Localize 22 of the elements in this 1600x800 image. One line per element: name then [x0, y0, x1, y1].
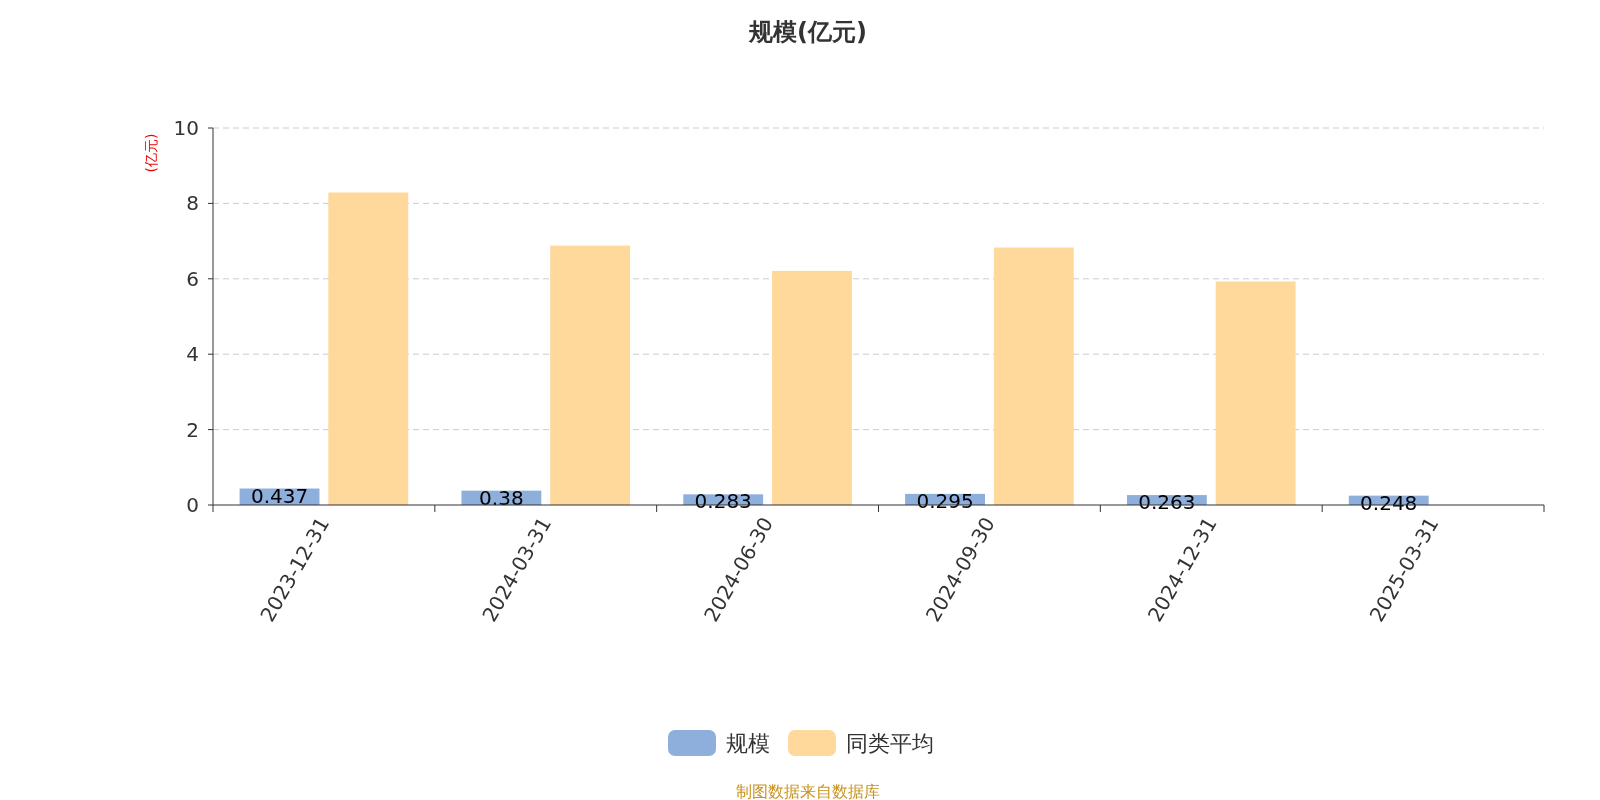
- y-tick-label: 10: [173, 116, 199, 140]
- y-tick-label: 0: [186, 493, 199, 517]
- data-label: 0.38: [479, 485, 524, 510]
- data-label: 0.437: [250, 483, 309, 508]
- y-tick-label: 2: [186, 417, 199, 442]
- chart-title: 规模(亿元): [748, 18, 867, 46]
- y-tick-label: 8: [186, 191, 199, 216]
- bar: [550, 245, 631, 505]
- bar: [993, 247, 1074, 505]
- bar: [328, 192, 409, 505]
- data-label: 0.248: [1360, 490, 1418, 515]
- legend-label: 规模: [726, 730, 770, 756]
- y-tick-label: 4: [186, 342, 199, 367]
- data-label: 0.263: [1138, 490, 1196, 515]
- legend-label: 同类平均: [846, 730, 934, 756]
- y-axis-title: (亿元): [143, 133, 159, 173]
- data-label: 0.295: [916, 488, 974, 513]
- bar: [772, 270, 852, 505]
- text: 制图数据来自数据库: [736, 782, 880, 800]
- bar: [1215, 281, 1296, 505]
- y-tick-label: 6: [186, 266, 199, 291]
- data-label: 0.283: [694, 489, 752, 514]
